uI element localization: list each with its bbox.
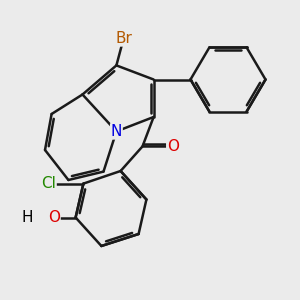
Text: N: N xyxy=(111,124,122,139)
Text: Br: Br xyxy=(115,31,132,46)
Text: O: O xyxy=(48,210,60,225)
Text: H: H xyxy=(22,210,33,225)
Text: Cl: Cl xyxy=(41,176,56,191)
Text: O: O xyxy=(167,139,179,154)
